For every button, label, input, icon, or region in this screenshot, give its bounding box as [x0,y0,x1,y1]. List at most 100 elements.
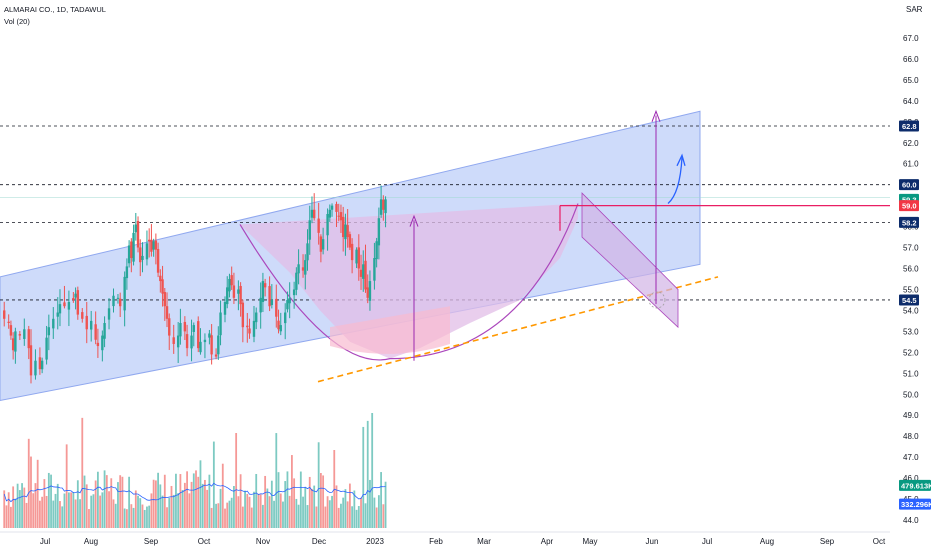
candle-body-110 [344,224,347,240]
x-tick-label-1: Aug [84,537,98,546]
volume-bar-150 [337,507,340,528]
volume-bar-171 [384,481,387,528]
candle-body-52 [168,318,171,336]
x-tick-label-7: Feb [429,537,443,546]
y-tick-label-2: 65.0 [903,76,919,85]
volume-bar-26 [61,506,64,528]
candle-body-78 [252,320,256,337]
volume-bar-162 [364,503,367,528]
volume-bar-37 [85,484,88,528]
volume-bar-117 [264,475,267,528]
candle-body-44 [150,239,153,252]
volume-bar-113 [255,473,258,528]
x-tick-label-6: 2023 [366,537,384,546]
x-tick-label-12: Jul [702,537,712,546]
low-marker-circle [648,291,666,309]
volume-bar-154 [346,501,349,528]
volume-bar-112 [253,491,255,528]
price-badge-label-0: 62.8 [902,122,917,131]
candle-body-55 [179,322,182,337]
candle-body-74 [239,285,242,305]
volume-bar-135 [304,487,307,528]
volume-bar-9 [23,487,26,528]
volume-bar-63 [143,509,146,528]
candle-body-106 [335,203,338,212]
candle-body-59 [192,325,195,332]
volume-badge-1 [899,498,931,510]
volume-bar-34 [79,499,81,528]
volume-bar-166 [373,497,376,528]
volume-bar-19 [45,495,48,528]
candle-body-20 [74,293,77,298]
price-axis: 67.066.065.064.063.062.061.060.059.058.0… [899,34,932,525]
candle-body-70 [228,278,231,292]
cup-bottom-fill [330,306,450,354]
candle-body-114 [355,249,358,264]
y-tick-label-14: 53.0 [903,327,919,336]
volume-bar-94 [212,441,215,528]
candle-body-103 [326,214,329,236]
candle-body-54 [176,335,180,348]
volume-bar-27 [63,493,66,528]
candle-body-105 [330,205,334,210]
candle-body-31 [116,297,120,299]
candle-body-35 [127,245,131,264]
volume-bar-126 [284,481,287,528]
volume-bar-12 [30,456,32,528]
candle-body-117 [362,264,365,279]
time-axis: Jul Aug Sep Oct Nov Dec 2023 Feb Mar Apr May Jun Jul… [0,531,890,546]
candle-body-87 [279,325,282,332]
volume-bar-67 [152,479,155,528]
volume-bar-28 [65,444,68,528]
volume-bar-98 [221,463,224,528]
candle-body-8 [29,345,33,376]
volume-bar-133 [299,471,302,528]
volume-bar-131 [295,498,298,528]
y-tick-label-10: 57.0 [903,244,919,253]
volume-bar-18 [43,479,46,528]
volume-bar-50 [114,503,117,528]
candle-body-39 [136,220,140,248]
candle-body-88 [284,312,287,324]
candle-body-49 [161,279,164,294]
y-tick-label-16: 51.0 [903,369,919,378]
candle-body-11 [40,360,44,370]
x-tick-label-13: Aug [760,537,774,546]
volume-bar-11 [27,438,30,528]
volume-bar-5 [14,498,17,528]
volume-indicator-label: Vol (20) [4,17,30,26]
volume-bar-139 [313,485,316,528]
price-badge-label-5: 54.5 [902,296,917,305]
candle-body-83 [268,286,271,307]
volume-bar-35 [81,417,84,528]
volume-bar-47 [108,491,110,528]
price-badge-label-4: 58.2 [902,218,917,227]
volume-bar-107 [241,506,244,528]
candle-body-60 [197,321,200,349]
volume-bar-3 [10,506,12,528]
volume-bar-115 [259,494,262,528]
candle-body-115 [357,247,360,269]
candle-body-24 [90,320,93,330]
volume-bar-152 [342,497,345,528]
volume-bar-82 [186,471,188,528]
volume-bar-99 [224,508,226,528]
volume-bar-96 [217,503,220,528]
candle-body-0 [3,310,6,319]
price-badge-3 [899,200,919,212]
price-badge-label-3: 59.0 [902,202,917,211]
volume-bar-109 [246,493,249,528]
volume-bar-101 [228,500,231,528]
volume-bar-39 [90,495,93,528]
candle-body-80 [259,297,262,313]
candle-body-116 [359,269,363,277]
volume-bar-62 [141,504,144,528]
volume-bar-145 [326,496,329,528]
volume-bar-16 [39,500,41,528]
volume-bar-127 [286,471,289,528]
volume-bar-87 [197,476,200,528]
volume-bar-59 [134,490,137,528]
candle-body-1 [7,321,10,323]
